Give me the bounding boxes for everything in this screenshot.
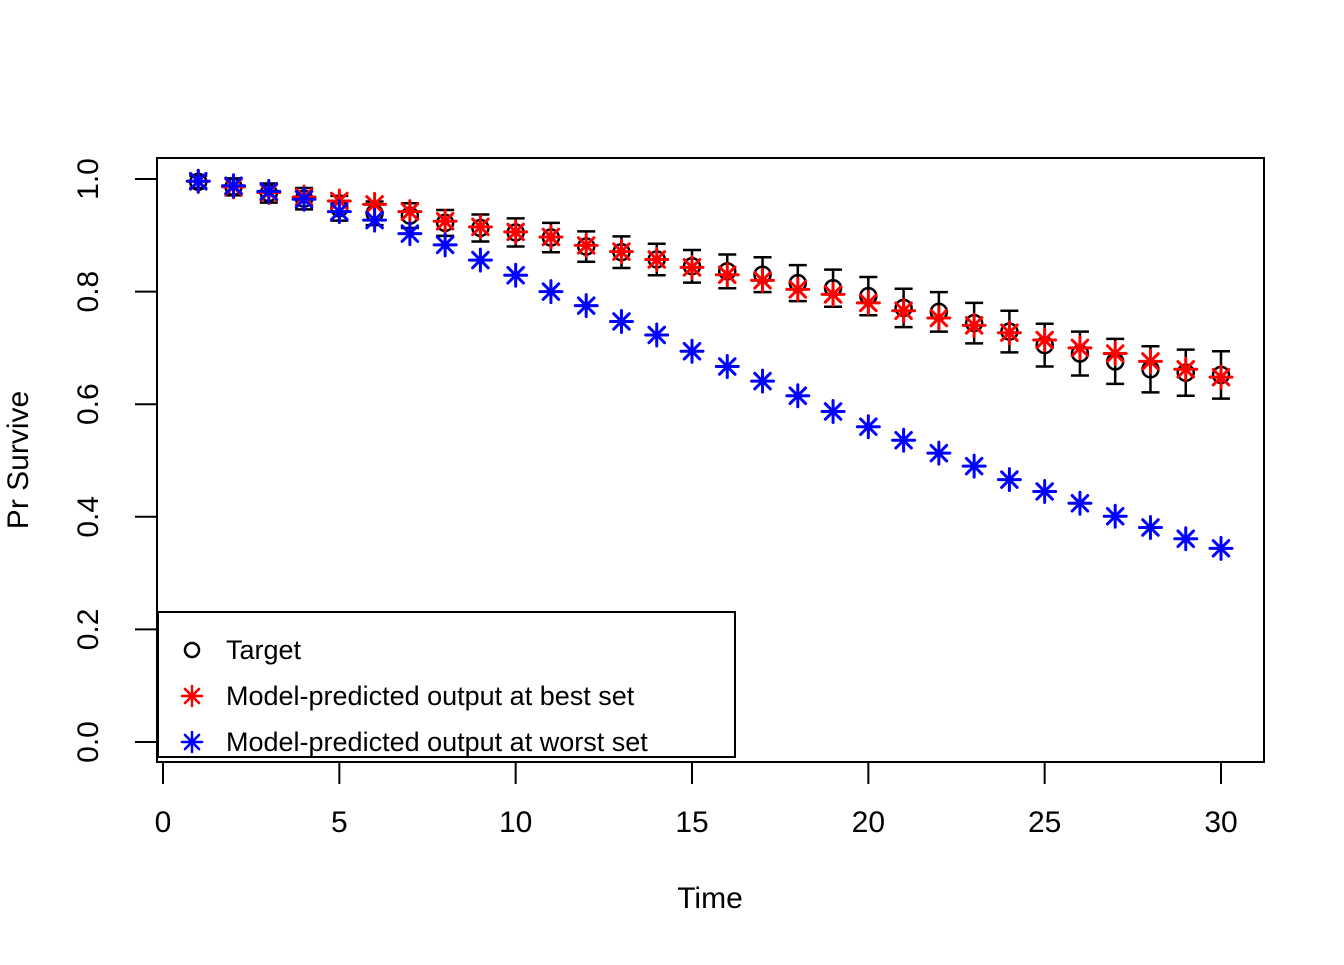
best-point bbox=[573, 232, 599, 258]
worst-point bbox=[1137, 514, 1163, 540]
best-point bbox=[891, 298, 917, 324]
x-tick-label: 15 bbox=[675, 806, 708, 839]
worst-point bbox=[397, 221, 423, 247]
worst-point bbox=[185, 168, 211, 194]
best-point bbox=[1067, 335, 1093, 361]
worst-point bbox=[573, 293, 599, 319]
worst-point bbox=[1032, 478, 1058, 504]
legend-label: Model-predicted output at worst set bbox=[226, 727, 648, 757]
best-point bbox=[1032, 327, 1058, 353]
worst-point bbox=[1102, 503, 1128, 529]
worst-point bbox=[538, 279, 564, 305]
x-tick-label: 5 bbox=[331, 806, 348, 839]
plot-box bbox=[156, 157, 1265, 763]
y-axis-title: Pr Survive bbox=[2, 391, 35, 529]
worst-point bbox=[432, 232, 458, 258]
best-point bbox=[1102, 341, 1128, 367]
y-tick-label: 0.6 bbox=[72, 383, 105, 425]
x-tick-label: 10 bbox=[499, 806, 532, 839]
worst-point bbox=[750, 368, 776, 394]
y-tick-label: 0.4 bbox=[72, 496, 105, 538]
worst-point bbox=[291, 186, 317, 212]
x-axis-group: 0 5 10 15 20 25 30 bbox=[155, 762, 1238, 839]
best-point bbox=[996, 320, 1022, 346]
best-point bbox=[362, 191, 388, 217]
y-axis-group: 0.0 0.2 0.4 0.6 0.8 1.0 bbox=[72, 158, 157, 763]
x-tick-label: 25 bbox=[1028, 806, 1061, 839]
x-tick-label: 20 bbox=[852, 806, 885, 839]
worst-point bbox=[961, 453, 987, 479]
y-tick-label: 0.2 bbox=[72, 609, 105, 651]
worst-point bbox=[326, 199, 352, 225]
y-tick-label: 0.8 bbox=[72, 271, 105, 313]
worst-point bbox=[1173, 526, 1199, 552]
x-axis-title: Time bbox=[677, 882, 743, 915]
best-point bbox=[785, 276, 811, 302]
worst-series-group bbox=[185, 168, 1234, 561]
legend-group: Target Model-predicted output at best set… bbox=[157, 611, 736, 758]
worst-point bbox=[785, 383, 811, 409]
worst-point bbox=[608, 308, 634, 334]
legend-label: Target bbox=[226, 635, 302, 665]
best-point bbox=[1173, 356, 1199, 382]
worst-point bbox=[467, 247, 493, 273]
legend-symbol-circle bbox=[183, 641, 201, 659]
legend-label: Model-predicted output at best set bbox=[226, 681, 635, 711]
worst-point bbox=[891, 427, 917, 453]
legend-symbol-asterisk bbox=[180, 684, 204, 708]
best-point bbox=[644, 247, 670, 273]
best-point bbox=[820, 281, 846, 307]
x-tick-label: 30 bbox=[1204, 806, 1237, 839]
best-point bbox=[432, 208, 458, 234]
worst-point bbox=[714, 353, 740, 379]
worst-point bbox=[820, 399, 846, 425]
worst-point bbox=[221, 173, 247, 199]
worst-point bbox=[679, 338, 705, 364]
best-point bbox=[714, 262, 740, 288]
best-point bbox=[679, 254, 705, 280]
worst-point bbox=[503, 262, 529, 288]
worst-point bbox=[362, 207, 388, 233]
best-point bbox=[503, 219, 529, 245]
worst-point bbox=[644, 322, 670, 348]
worst-point bbox=[256, 178, 282, 204]
worst-point bbox=[926, 440, 952, 466]
worst-point bbox=[855, 414, 881, 440]
best-point bbox=[926, 305, 952, 331]
best-point bbox=[750, 267, 776, 293]
best-point bbox=[397, 199, 423, 225]
y-tick-label: 0.0 bbox=[72, 721, 105, 763]
x-tick-label: 0 bbox=[155, 806, 172, 839]
best-point bbox=[608, 239, 634, 265]
best-point bbox=[1208, 364, 1234, 390]
best-point bbox=[961, 312, 987, 338]
legend-symbol-asterisk bbox=[180, 730, 204, 754]
best-point bbox=[538, 224, 564, 250]
worst-point bbox=[1208, 535, 1234, 561]
worst-point bbox=[1067, 490, 1093, 516]
best-point bbox=[1137, 348, 1163, 374]
y-tick-label: 1.0 bbox=[72, 158, 105, 200]
best-point bbox=[855, 290, 881, 316]
legend-box bbox=[157, 611, 736, 758]
worst-point bbox=[996, 467, 1022, 493]
best-point bbox=[467, 214, 493, 240]
